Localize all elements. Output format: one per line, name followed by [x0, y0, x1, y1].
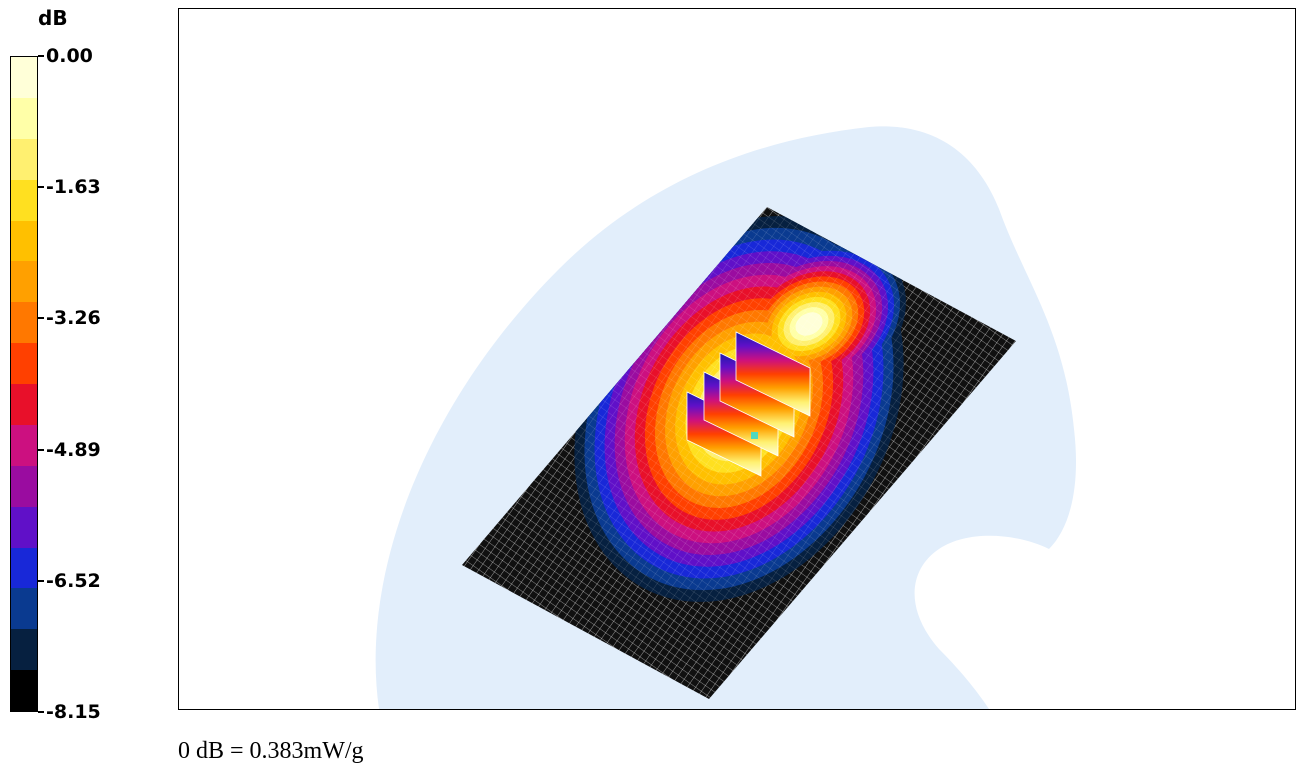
- colorbar-tick-label: -8.15: [46, 701, 101, 723]
- colorbar-band-10: [11, 465, 37, 507]
- colorbar-band-4: [11, 220, 37, 262]
- colorbar-band-5: [11, 261, 37, 303]
- zoom-scan-slices: [686, 331, 811, 477]
- colorbar-tick: [38, 711, 44, 713]
- colorbar-tick-label: -3.26: [46, 307, 101, 330]
- colorbar-band-8: [11, 384, 37, 425]
- colorbar-tick: [38, 317, 44, 320]
- colorbar-band-14: [11, 629, 37, 671]
- colorbar-band-1: [11, 97, 37, 139]
- colorbar-tick-label: -1.63: [46, 176, 101, 199]
- reference-level-note: 0 dB = 0.383mW/g: [178, 738, 364, 764]
- colorbar-tick-label: -6.52: [46, 569, 101, 592]
- colorbar-band-7: [11, 343, 37, 384]
- colorbar-tick: [38, 186, 44, 189]
- colorbar-band-2: [11, 138, 37, 180]
- colorbar-band-0: [11, 57, 37, 98]
- colorbar-band-9: [11, 424, 37, 466]
- colorbar-unit-label: dB: [38, 6, 68, 30]
- colorbar-band-11: [11, 506, 37, 548]
- colorbar-band-3: [11, 179, 37, 221]
- colorbar-tick: [38, 55, 44, 57]
- peak-location-marker: [751, 432, 758, 439]
- colorbar-band-15: [11, 670, 37, 711]
- sar-3d-visualization: [375, 126, 1077, 709]
- colorbar-tick-label: -4.89: [46, 438, 101, 461]
- sar-plot-area: [178, 8, 1296, 710]
- zoom-scan-slice-4: [735, 331, 811, 417]
- colorbar-band-13: [11, 588, 37, 630]
- colorbar-band-12: [11, 547, 37, 589]
- colorbar-band-6: [11, 302, 37, 344]
- colorbar: [10, 56, 38, 712]
- colorbar-tick: [38, 448, 44, 451]
- colorbar-tick-label: 0.00: [46, 45, 93, 67]
- colorbar-tick: [38, 579, 44, 582]
